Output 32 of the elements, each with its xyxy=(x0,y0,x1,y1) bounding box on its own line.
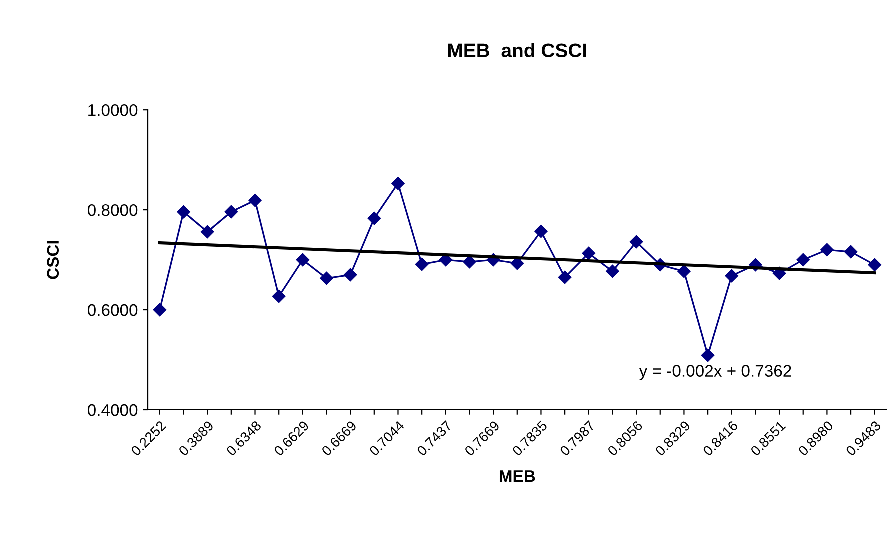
point xyxy=(177,205,190,219)
x-axis-title: MEB xyxy=(500,470,536,482)
point xyxy=(248,194,262,208)
y-tick-label: 0.4000 xyxy=(88,404,138,416)
y-tick-label: 0.6000 xyxy=(88,304,138,316)
point xyxy=(201,225,214,239)
point xyxy=(224,205,238,219)
point xyxy=(368,212,381,226)
point xyxy=(534,224,548,238)
point xyxy=(415,258,429,272)
y-axis-title: CSCI xyxy=(47,241,60,280)
point xyxy=(796,253,810,267)
point xyxy=(392,176,405,190)
point xyxy=(820,243,834,257)
point xyxy=(344,268,358,282)
point xyxy=(606,264,620,278)
point xyxy=(153,303,167,317)
point xyxy=(296,253,310,267)
point xyxy=(582,246,596,260)
point xyxy=(701,348,715,362)
point xyxy=(725,269,738,283)
point xyxy=(558,270,572,284)
point xyxy=(868,258,882,272)
chart-title: MEB and CSCI xyxy=(448,43,586,58)
y-tick-label: 0.8000 xyxy=(88,204,138,216)
point xyxy=(272,290,286,304)
point xyxy=(844,245,858,259)
point xyxy=(320,272,334,286)
point xyxy=(630,235,644,249)
y-tick-label: 1.0000 xyxy=(88,104,138,116)
annotation: y = -0.002x + 0.7362 xyxy=(639,365,792,380)
point xyxy=(678,264,691,278)
